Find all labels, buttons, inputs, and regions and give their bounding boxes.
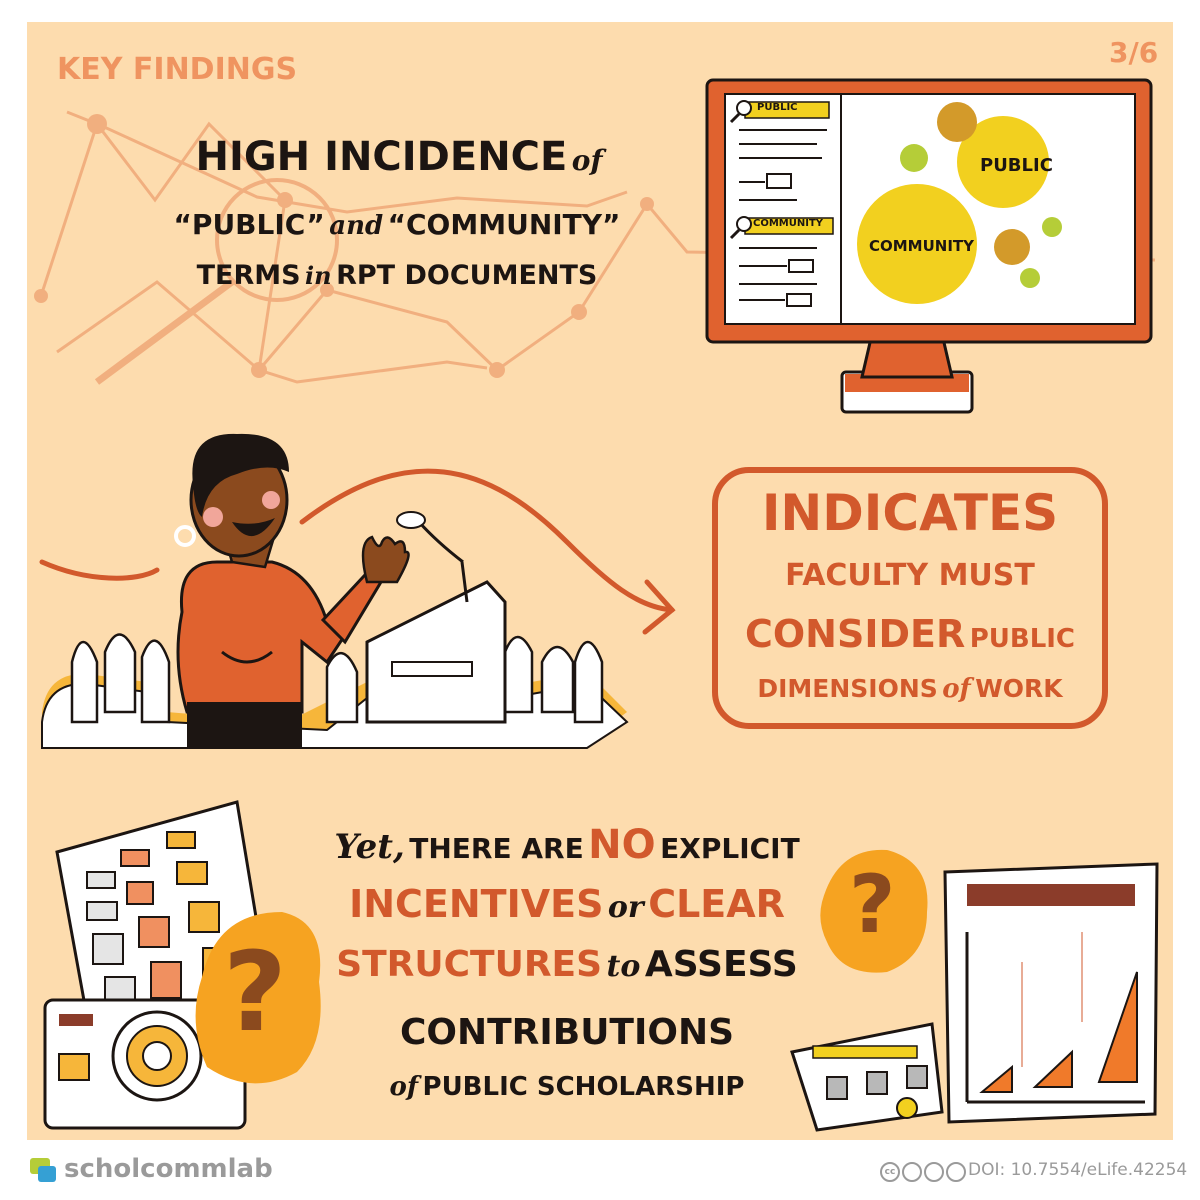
footer: scholcommlab cc DOI: 10.7554/eLife.42254: [0, 1140, 1200, 1200]
monitor-illustration: [705, 78, 1153, 414]
indicates-line3-a: CONSIDER: [744, 612, 966, 656]
conclusion-yet: Yet,: [334, 827, 405, 867]
finding-line2-b: “COMMUNITY”: [387, 208, 621, 241]
indicates-line4-join: of: [942, 674, 971, 704]
arrow-illustration: [39, 468, 676, 635]
indicates-line4-b: WORK: [975, 674, 1063, 703]
question-mark-left: [195, 912, 321, 1084]
conclusion-l2-a: INCENTIVES: [349, 882, 604, 926]
conclusion-l5-join: of: [389, 1072, 419, 1102]
scholcommlab-logo-icon: [30, 1158, 56, 1184]
question-glyph-right: ?: [849, 858, 896, 951]
indicates-line4-a: DIMENSIONS: [757, 674, 938, 703]
illustration-layer: [34, 78, 1159, 1132]
cc-by-nc-sa-icon: cc: [880, 1162, 966, 1182]
section-label: KEY FINDINGS: [57, 52, 298, 87]
infographic-panel: KEY FINDINGS 3/6 HIGH INCIDENCE of “PUBL…: [27, 22, 1173, 1140]
conclusion-l4: CONTRIBUTIONS: [399, 1012, 735, 1053]
finding-line2-a: “PUBLIC”: [173, 208, 325, 241]
conclusion-l1-b: EXPLICIT: [660, 832, 800, 865]
bubble-public-label: PUBLIC: [980, 155, 1053, 176]
conclusion-l2-b: CLEAR: [648, 882, 785, 926]
network-graph-illustration: [34, 110, 1156, 385]
conclusion-l1-no: NO: [588, 822, 656, 868]
conclusion-l3-join: to: [606, 949, 641, 984]
conclusion-l2-join: or: [607, 890, 644, 925]
speaker-illustration: [174, 433, 410, 747]
brand-suffix: commlab: [140, 1154, 273, 1184]
brand-wordmark: scholcommlab: [64, 1154, 273, 1184]
brand-prefix: schol: [64, 1154, 141, 1184]
monitor-tag-public: PUBLIC: [757, 102, 798, 113]
finding-line2-join: and: [329, 211, 384, 241]
bar-chart-illustration: [790, 862, 1159, 1132]
conclusion-l5-b: PUBLIC SCHOLARSHIP: [422, 1072, 745, 1102]
question-mark-right: [820, 849, 928, 973]
finding-line1-join: of: [571, 144, 603, 177]
indicates-frame: [712, 467, 1108, 729]
question-glyph-left: ?: [223, 928, 287, 1056]
finding-line3-join: in: [305, 261, 332, 290]
page-indicator: 3/6: [1109, 36, 1159, 69]
bubble-community-label: COMMUNITY: [869, 237, 975, 255]
conclusion-l3-a: STRUCTURES: [336, 944, 603, 985]
indicates-line2: FACULTY MUST: [785, 558, 1035, 593]
conclusion-l3-b: ASSESS: [644, 944, 798, 985]
finding-line1-main: HIGH INCIDENCE: [195, 134, 568, 180]
indicates-heading: INDICATES: [761, 484, 1059, 542]
indicates-line3-b: PUBLIC: [969, 624, 1076, 654]
finding-line3-b: RPT DOCUMENTS: [336, 260, 598, 291]
doi-text: DOI: 10.7554/eLife.42254: [968, 1160, 1188, 1180]
finding-line3-a: TERMS: [196, 260, 301, 291]
conclusion-l1-a: THERE ARE: [409, 832, 584, 865]
monitor-tag-community: COMMUNITY: [753, 218, 824, 229]
